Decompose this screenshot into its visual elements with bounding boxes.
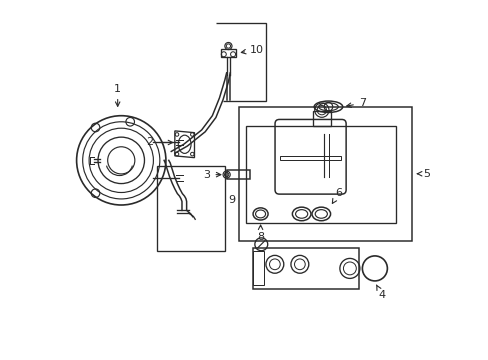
Bar — [253, 248, 358, 289]
Text: 6: 6 — [332, 188, 342, 203]
Text: 4: 4 — [376, 285, 385, 300]
Bar — [246, 126, 395, 223]
Bar — [226, 170, 249, 179]
Text: 9: 9 — [228, 195, 235, 204]
Text: 8: 8 — [257, 225, 264, 242]
Bar — [239, 107, 411, 241]
Bar — [280, 156, 340, 160]
Bar — [157, 166, 224, 251]
Text: 1: 1 — [114, 84, 121, 106]
Text: 5: 5 — [416, 169, 429, 179]
Text: 3: 3 — [203, 170, 221, 180]
Text: 7: 7 — [346, 98, 365, 108]
Bar — [220, 49, 236, 58]
Bar — [253, 251, 264, 285]
Text: 10: 10 — [241, 45, 264, 55]
Bar — [312, 111, 330, 126]
Text: 2: 2 — [146, 138, 172, 148]
